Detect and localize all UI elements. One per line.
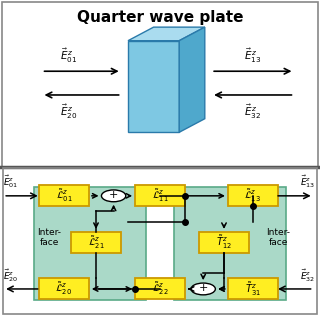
Text: $\vec{E}^{\,z}_{20}$: $\vec{E}^{\,z}_{20}$ [60, 103, 77, 121]
Polygon shape [128, 41, 179, 132]
Text: $\vec{E}^z_{13}$: $\vec{E}^z_{13}$ [300, 174, 315, 190]
FancyBboxPatch shape [135, 278, 185, 300]
FancyBboxPatch shape [39, 278, 89, 300]
FancyBboxPatch shape [199, 232, 249, 253]
Text: $\vec{E}^{\,z}_{32}$: $\vec{E}^{\,z}_{32}$ [244, 103, 261, 121]
Text: $\vec{E}^{\,z}_{13}$: $\vec{E}^{\,z}_{13}$ [244, 47, 261, 65]
Text: Inter-
face: Inter- face [266, 228, 291, 247]
Text: $\tilde{\mathcal{L}}^z_{21}$: $\tilde{\mathcal{L}}^z_{21}$ [88, 234, 104, 251]
Text: $\vec{E}^{\,z}_{01}$: $\vec{E}^{\,z}_{01}$ [60, 47, 77, 65]
FancyBboxPatch shape [135, 185, 185, 206]
Text: Quarter wave plate: Quarter wave plate [77, 10, 243, 25]
FancyBboxPatch shape [39, 185, 89, 206]
Text: $\tilde{T}^z_{12}$: $\tilde{T}^z_{12}$ [216, 233, 232, 252]
FancyBboxPatch shape [228, 185, 278, 206]
Text: $\tilde{\mathcal{L}}^z_{13}$: $\tilde{\mathcal{L}}^z_{13}$ [244, 188, 261, 204]
Text: $\tilde{\mathcal{L}}^z_{01}$: $\tilde{\mathcal{L}}^z_{01}$ [56, 188, 72, 204]
Text: $\vec{E}^z_{20}$: $\vec{E}^z_{20}$ [3, 267, 18, 284]
Bar [34, 187, 146, 300]
Text: $\vec{E}^z_{01}$: $\vec{E}^z_{01}$ [3, 174, 18, 190]
Circle shape [191, 283, 215, 295]
Text: +: + [198, 283, 208, 293]
Circle shape [101, 190, 126, 202]
Bar [174, 187, 286, 300]
FancyBboxPatch shape [71, 232, 121, 253]
Text: Inter-
face: Inter- face [38, 228, 61, 247]
Text: +: + [109, 190, 118, 200]
FancyBboxPatch shape [228, 278, 278, 300]
Polygon shape [128, 27, 205, 41]
Text: $\vec{E}^z_{32}$: $\vec{E}^z_{32}$ [300, 267, 315, 284]
Polygon shape [179, 27, 205, 132]
Text: $\tilde{\mathcal{L}}^z_{22}$: $\tilde{\mathcal{L}}^z_{22}$ [152, 281, 168, 297]
Text: $\tilde{\mathcal{L}}^z_{11}$: $\tilde{\mathcal{L}}^z_{11}$ [152, 188, 168, 204]
Text: $\tilde{\mathcal{L}}^z_{20}$: $\tilde{\mathcal{L}}^z_{20}$ [55, 281, 73, 297]
Text: $\tilde{T}^z_{31}$: $\tilde{T}^z_{31}$ [245, 280, 261, 298]
